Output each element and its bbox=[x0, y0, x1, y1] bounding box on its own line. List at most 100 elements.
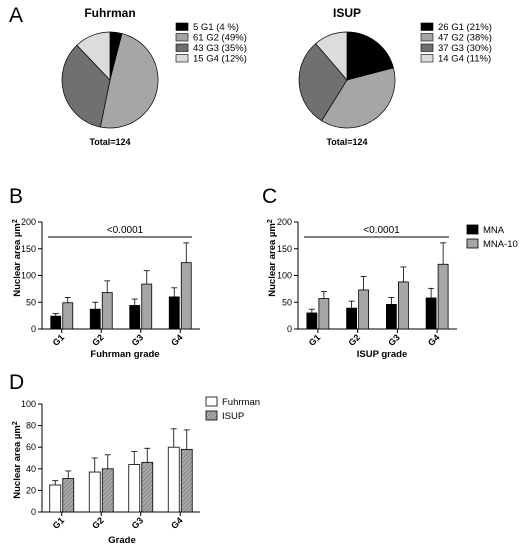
y-tick-label-3: 150 bbox=[21, 244, 36, 254]
panel-letter-c: C bbox=[262, 185, 277, 208]
bar-isup-g3 bbox=[141, 461, 154, 513]
legend-swatch-3 bbox=[175, 43, 189, 52]
bar-mna-g3 bbox=[129, 305, 141, 330]
bar-fuhrman-g1 bbox=[49, 484, 62, 513]
x-tick-label-g1: G1 bbox=[51, 515, 67, 531]
bar-mna-10-g4 bbox=[180, 262, 192, 330]
y-tick-label-4: 200 bbox=[21, 217, 36, 227]
bar-mna-10-g3 bbox=[397, 281, 409, 330]
bar-mna-g1 bbox=[306, 312, 318, 330]
pie-slice-2 bbox=[99, 33, 159, 129]
panel-letter-a: A bbox=[9, 4, 23, 27]
bar-fuhrman-g3 bbox=[128, 464, 141, 513]
y-tick-label-4: 80 bbox=[26, 421, 36, 431]
bar-mna-g4 bbox=[168, 296, 180, 330]
y-tick-label-2: 100 bbox=[277, 271, 292, 281]
x-tick-label-g4: G4 bbox=[169, 332, 185, 348]
legend-label-2: 47 G2 (38%) bbox=[438, 33, 492, 44]
x-tick-label-g3: G3 bbox=[130, 515, 146, 531]
legend-swatch-1 bbox=[420, 22, 434, 31]
bar-fuhrman-g4 bbox=[167, 446, 180, 513]
bar-isup-g2 bbox=[101, 468, 114, 513]
x-tick-label-g4: G4 bbox=[169, 515, 185, 531]
y-tick-label-0: 0 bbox=[287, 324, 292, 334]
legend-label-1: 5 G1 (4 %) bbox=[193, 22, 239, 33]
panel-d: D 0 20 40 60 80 100 G1 G2 G3 G4 Grade Nuclear are… bbox=[9, 371, 260, 546]
legend-swatch-mna bbox=[466, 224, 479, 235]
y-tick-label-1: 50 bbox=[26, 297, 36, 307]
pie-slice-4 bbox=[76, 31, 111, 81]
bar-mna-10-g2 bbox=[101, 292, 113, 330]
pie-title-isup: ISUP bbox=[333, 6, 361, 20]
y-tick-label-2: 100 bbox=[21, 271, 36, 281]
y-axis-title-b: Nuclear area µm2 bbox=[12, 219, 24, 297]
legend-label-4: 15 G4 (12%) bbox=[193, 54, 247, 65]
y-tick-label-2: 40 bbox=[26, 464, 36, 474]
bar-fuhrman-g2 bbox=[88, 471, 101, 513]
bar-mna-g2 bbox=[89, 308, 101, 330]
x-axis-title-b: Fuhrman grade bbox=[90, 349, 159, 360]
bar-mna-10-g4 bbox=[437, 263, 449, 330]
y-axis-title-c-sup: 2 bbox=[267, 219, 274, 223]
bar-mna-10-g2 bbox=[358, 289, 370, 330]
legend-swatch-4 bbox=[175, 54, 189, 63]
y-tick-label-0: 0 bbox=[31, 507, 36, 517]
legend-swatch-4 bbox=[420, 54, 434, 63]
legend-mna: MNA MNA-10 bbox=[466, 224, 518, 250]
pie-slice-1 bbox=[346, 31, 394, 81]
x-tick-label-g2: G2 bbox=[346, 332, 362, 348]
bar-chart-isup-mna: 0 50 100 150 200 G1 G2 G3 G4 <0.0001 bbox=[277, 217, 457, 348]
panel-a: A Fuhrman 5 G1 (4 %)61 G2 (49%)43 G3 (35… bbox=[9, 4, 492, 147]
y-axis-title-d: Nuclear area µm2 bbox=[12, 421, 24, 499]
y-axis-title-b-text: Nuclear area µm bbox=[12, 223, 23, 297]
bar-chart-fuhrman-mna: 0 50 100 150 200 G1 G2 G3 G4 <0.0001 bbox=[21, 217, 200, 348]
legend-swatch-isup bbox=[205, 410, 218, 421]
legend-label-isup: ISUP bbox=[222, 411, 244, 422]
bar-mna-10-g1 bbox=[62, 302, 74, 330]
pie-slice-3 bbox=[61, 44, 111, 128]
y-tick-label-3: 150 bbox=[277, 244, 292, 254]
y-tick-label-4: 200 bbox=[277, 217, 292, 227]
y-axis-title-d-sup: 2 bbox=[12, 421, 19, 425]
y-tick-label-3: 60 bbox=[26, 442, 36, 452]
legend-label-mna: MNA bbox=[483, 225, 505, 236]
legend-label-4: 14 G4 (11%) bbox=[438, 54, 491, 65]
bar-mna-g4 bbox=[425, 297, 437, 330]
bar-isup-g1 bbox=[62, 478, 75, 513]
y-axis-title-b-sup: 2 bbox=[12, 219, 19, 223]
bar-isup-g4 bbox=[180, 448, 193, 513]
legend-label-3: 43 G3 (35%) bbox=[193, 43, 247, 54]
x-tick-label-g3: G3 bbox=[130, 332, 146, 348]
legend-swatch-2 bbox=[420, 33, 434, 42]
x-axis-title-c: ISUP grade bbox=[357, 349, 408, 360]
pie-legend-fuhrman: 5 G1 (4 %)61 G2 (49%)43 G3 (35%)15 G4 (1… bbox=[175, 22, 247, 65]
legend-swatch-3 bbox=[420, 43, 434, 52]
x-tick-label-g1: G1 bbox=[307, 332, 323, 348]
bar-mna-g1 bbox=[50, 315, 62, 330]
bar-mna-10-g3 bbox=[141, 283, 153, 330]
pie-slice-4 bbox=[315, 31, 348, 81]
total-label-fuhrman: Total=124 bbox=[89, 137, 130, 147]
panel-b: B 0 50 100 150 200 G1 G2 G3 G4 <0.0001 Fuhrman gr… bbox=[9, 185, 200, 360]
x-tick-label-g4: G4 bbox=[426, 332, 442, 348]
pie-slice-2 bbox=[321, 67, 396, 129]
panel-c: C 0 50 100 150 200 G1 G2 G3 G4 <0.0001 ISUP grade… bbox=[262, 185, 518, 360]
panel-letter-b: B bbox=[9, 185, 23, 208]
legend-label-fuhrman: Fuhrman bbox=[222, 397, 260, 408]
bar-mna-g2 bbox=[346, 307, 358, 330]
legend-label-mna-10: MNA-10 bbox=[483, 239, 518, 250]
y-tick-label-0: 0 bbox=[31, 324, 36, 334]
panel-letter-d: D bbox=[9, 371, 24, 394]
legend-swatch-1 bbox=[175, 22, 189, 31]
pie-legend-isup: 26 G1 (21%)47 G2 (38%)37 G3 (30%)14 G4 (… bbox=[420, 22, 492, 65]
bar-mna-10-g1 bbox=[318, 298, 330, 330]
legend-swatch-fuhrman bbox=[205, 396, 218, 407]
x-tick-label-g3: G3 bbox=[386, 332, 402, 348]
x-axis-title-d: Grade bbox=[108, 535, 135, 546]
x-tick-label-g1: G1 bbox=[51, 332, 67, 348]
significance-label: <0.0001 bbox=[363, 225, 400, 236]
pie-chart-isup bbox=[298, 31, 396, 129]
y-axis-title-c: Nuclear area µm2 bbox=[267, 219, 279, 297]
x-tick-label-g2: G2 bbox=[90, 332, 106, 348]
bar-chart-grade-comparison: 0 20 40 60 80 100 G1 G2 G3 G4 bbox=[21, 399, 200, 531]
